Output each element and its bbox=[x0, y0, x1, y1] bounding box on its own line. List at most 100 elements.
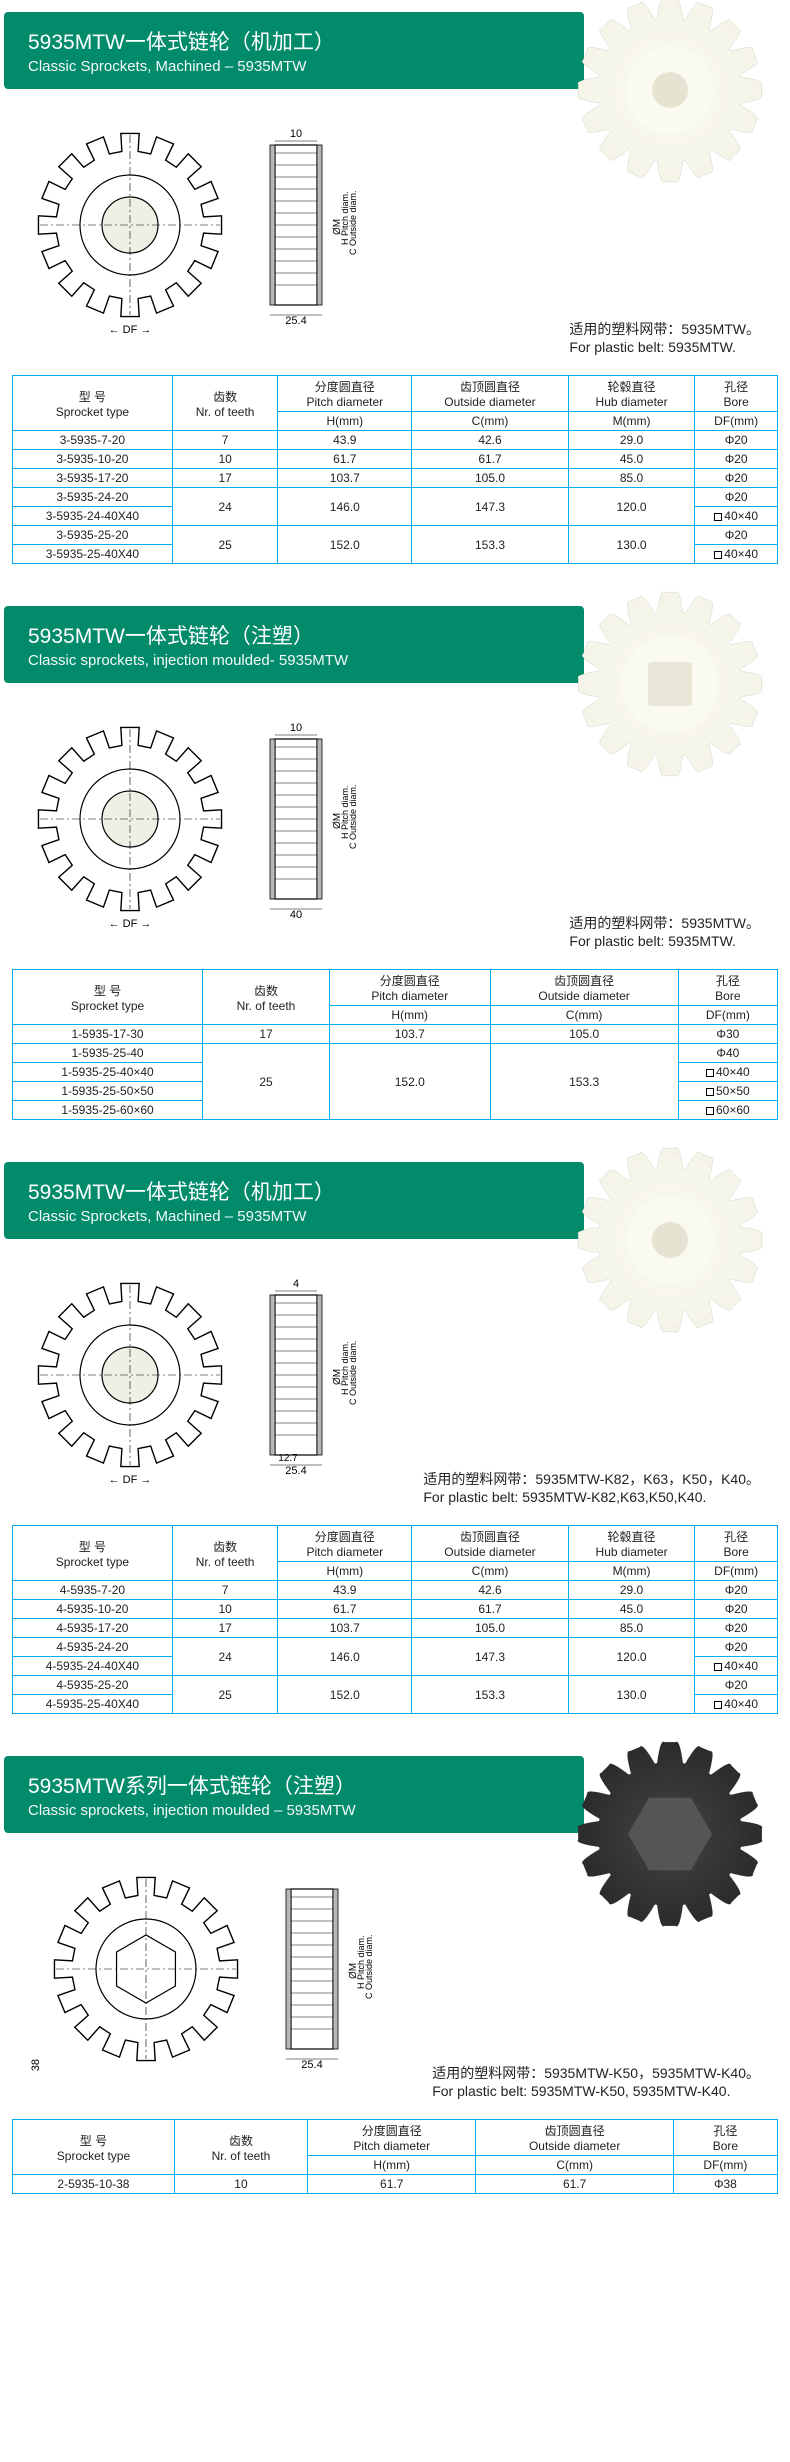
table-row: 3-5935-7-20743.942.629.0Φ20 bbox=[13, 431, 778, 450]
section-2: 5935MTW一体式链轮（机加工）Classic Sprockets, Mach… bbox=[0, 1150, 790, 1714]
table-cell: 4-5935-10-20 bbox=[13, 1600, 173, 1619]
table-cell: 7 bbox=[172, 1581, 278, 1600]
col-sub-3: C(mm) bbox=[412, 412, 569, 431]
table-cell: Φ20 bbox=[695, 431, 778, 450]
table-cell: 105.0 bbox=[412, 1619, 569, 1638]
table-cell: 3-5935-17-20 bbox=[13, 469, 173, 488]
table-cell: 3-5935-24-20 bbox=[13, 488, 173, 507]
banner: 5935MTW一体式链轮（机加工）Classic Sprockets, Mach… bbox=[4, 1162, 584, 1239]
table-cell: 24 bbox=[172, 488, 278, 526]
diagram-row: ← DF →1040ØMH Pitch diam.C Outside diam.… bbox=[0, 709, 790, 969]
table-cell: 103.7 bbox=[278, 1619, 412, 1638]
col-sub-3: C(mm) bbox=[476, 2156, 673, 2175]
table-cell: 25 bbox=[203, 1044, 330, 1120]
table-cell: 42.6 bbox=[412, 431, 569, 450]
col-header-2: 分度圆直径Pitch diameter bbox=[308, 2120, 476, 2156]
belt-note: 适用的塑料网带：5935MTW-K50，5935MTW-K40。For plas… bbox=[432, 2063, 760, 2099]
belt-note: 适用的塑料网带：5935MTW。For plastic belt: 5935MT… bbox=[569, 319, 760, 355]
table-cell: 40×40 bbox=[695, 1695, 778, 1714]
belt-note-cn: 适用的塑料网带：5935MTW。 bbox=[569, 913, 760, 933]
table-cell: 103.7 bbox=[329, 1025, 490, 1044]
diagram-row: 3825.4ØMH Pitch diam.C Outside diam.适用的塑… bbox=[0, 1859, 790, 2119]
banner-title-en: Classic Sprockets, Machined – 5935MTW bbox=[28, 58, 560, 75]
table-cell: 147.3 bbox=[412, 488, 569, 526]
col-header-0: 型 号Sprocket type bbox=[13, 2120, 175, 2175]
banner: 5935MTW系列一体式链轮（注塑）Classic sprockets, inj… bbox=[4, 1756, 584, 1833]
table-cell: 17 bbox=[172, 1619, 278, 1638]
table-cell: 25 bbox=[172, 526, 278, 564]
svg-text:C Outside diam.: C Outside diam. bbox=[348, 1340, 358, 1405]
belt-note-cn: 适用的塑料网带：5935MTW-K82，K63，K50，K40。 bbox=[423, 1469, 760, 1489]
table-cell: 130.0 bbox=[568, 526, 694, 564]
table-cell: 103.7 bbox=[278, 469, 412, 488]
table-cell: 146.0 bbox=[278, 1638, 412, 1676]
table-cell: 40×40 bbox=[678, 1063, 777, 1082]
table-cell: 25 bbox=[172, 1676, 278, 1714]
col-sub-2: H(mm) bbox=[278, 1562, 412, 1581]
belt-note-cn: 适用的塑料网带：5935MTW-K50，5935MTW-K40。 bbox=[432, 2063, 760, 2083]
table-cell: 61.7 bbox=[278, 450, 412, 469]
col-header-3: 齿顶圆直径Outside diameter bbox=[412, 1526, 569, 1562]
col-header-4: 轮毂直径Hub diameter bbox=[568, 1526, 694, 1562]
side-view-diagram: 1040ØMH Pitch diam.C Outside diam. bbox=[240, 719, 360, 924]
col-sub-4: DF(mm) bbox=[678, 1006, 777, 1025]
col-sub-2: H(mm) bbox=[278, 412, 412, 431]
side-view-diagram: 425.412.7ØMH Pitch diam.C Outside diam. bbox=[240, 1275, 360, 1480]
table-cell: Φ20 bbox=[695, 1581, 778, 1600]
table-cell: 146.0 bbox=[278, 488, 412, 526]
banner: 5935MTW一体式链轮（机加工） Classic Sprockets, Mach… bbox=[4, 12, 584, 89]
banner-title-cn: 5935MTW一体式链轮（注塑） bbox=[28, 620, 560, 650]
table-cell: Φ20 bbox=[695, 1638, 778, 1657]
col-header-1: 齿数Nr. of teeth bbox=[174, 2120, 307, 2175]
banner-title-en: Classic Sprockets, Machined – 5935MTW bbox=[28, 1208, 560, 1225]
table-cell: 4-5935-17-20 bbox=[13, 1619, 173, 1638]
table-cell: 3-5935-7-20 bbox=[13, 431, 173, 450]
table-cell: 4-5935-7-20 bbox=[13, 1581, 173, 1600]
table-cell: 2-5935-10-38 bbox=[13, 2175, 175, 2194]
svg-text:C Outside diam.: C Outside diam. bbox=[348, 190, 358, 255]
table-cell: 3-5935-25-40X40 bbox=[13, 545, 173, 564]
table-cell: 1-5935-25-60×60 bbox=[13, 1101, 203, 1120]
table-row: 4-5935-25-2025152.0153.3130.0Φ20 bbox=[13, 1676, 778, 1695]
table-cell: Φ38 bbox=[673, 2175, 777, 2194]
col-header-1: 齿数Nr. of teeth bbox=[172, 376, 278, 431]
table-cell: Φ20 bbox=[695, 1676, 778, 1695]
col-header-4: 孔径Bore bbox=[673, 2120, 777, 2156]
table-cell: 61.7 bbox=[412, 450, 569, 469]
col-sub-4: M(mm) bbox=[568, 1562, 694, 1581]
svg-text:40: 40 bbox=[290, 909, 302, 919]
table-cell: 85.0 bbox=[568, 1619, 694, 1638]
table-cell: 43.9 bbox=[278, 1581, 412, 1600]
col-sub-5: DF(mm) bbox=[695, 1562, 778, 1581]
table-cell: 29.0 bbox=[568, 1581, 694, 1600]
table-cell: 4-5935-24-40X40 bbox=[13, 1657, 173, 1676]
table-row: 3-5935-24-2024146.0147.3120.0Φ20 bbox=[13, 488, 778, 507]
svg-text:12.7: 12.7 bbox=[278, 1453, 298, 1464]
table-cell: 152.0 bbox=[278, 526, 412, 564]
table-cell: 17 bbox=[172, 469, 278, 488]
table-row: 3-5935-25-2025152.0153.3130.0Φ20 bbox=[13, 526, 778, 545]
table-row: 1-5935-25-4025152.0153.3Φ40 bbox=[13, 1044, 778, 1063]
banner-title-cn: 5935MTW系列一体式链轮（注塑） bbox=[28, 1770, 560, 1800]
table-row: 4-5935-7-20743.942.629.0Φ20 bbox=[13, 1581, 778, 1600]
table-cell: 85.0 bbox=[568, 469, 694, 488]
diagram-row: ← DF →425.412.7ØMH Pitch diam.C Outside … bbox=[0, 1265, 790, 1525]
table-cell: Φ20 bbox=[695, 1619, 778, 1638]
table-cell: 1-5935-25-50×50 bbox=[13, 1082, 203, 1101]
table-cell: 45.0 bbox=[568, 1600, 694, 1619]
banner-title-cn: 5935MTW一体式链轮（机加工） bbox=[28, 26, 560, 56]
svg-text:25.4: 25.4 bbox=[285, 315, 306, 325]
table-cell: Φ20 bbox=[695, 469, 778, 488]
table-cell: 43.9 bbox=[278, 431, 412, 450]
col-header-5: 孔径Bore bbox=[695, 1526, 778, 1562]
belt-note-en: For plastic belt: 5935MTW. bbox=[569, 933, 760, 949]
table-cell: 7 bbox=[172, 431, 278, 450]
table-cell: 1-5935-17-30 bbox=[13, 1025, 203, 1044]
table-cell: Φ20 bbox=[695, 450, 778, 469]
table-cell: 153.3 bbox=[412, 526, 569, 564]
table-cell: Φ20 bbox=[695, 1600, 778, 1619]
table-cell: 61.7 bbox=[476, 2175, 673, 2194]
table-row: 1-5935-17-3017103.7105.0Φ30 bbox=[13, 1025, 778, 1044]
table-cell: 50×50 bbox=[678, 1082, 777, 1101]
table-cell: 3-5935-25-20 bbox=[13, 526, 173, 545]
